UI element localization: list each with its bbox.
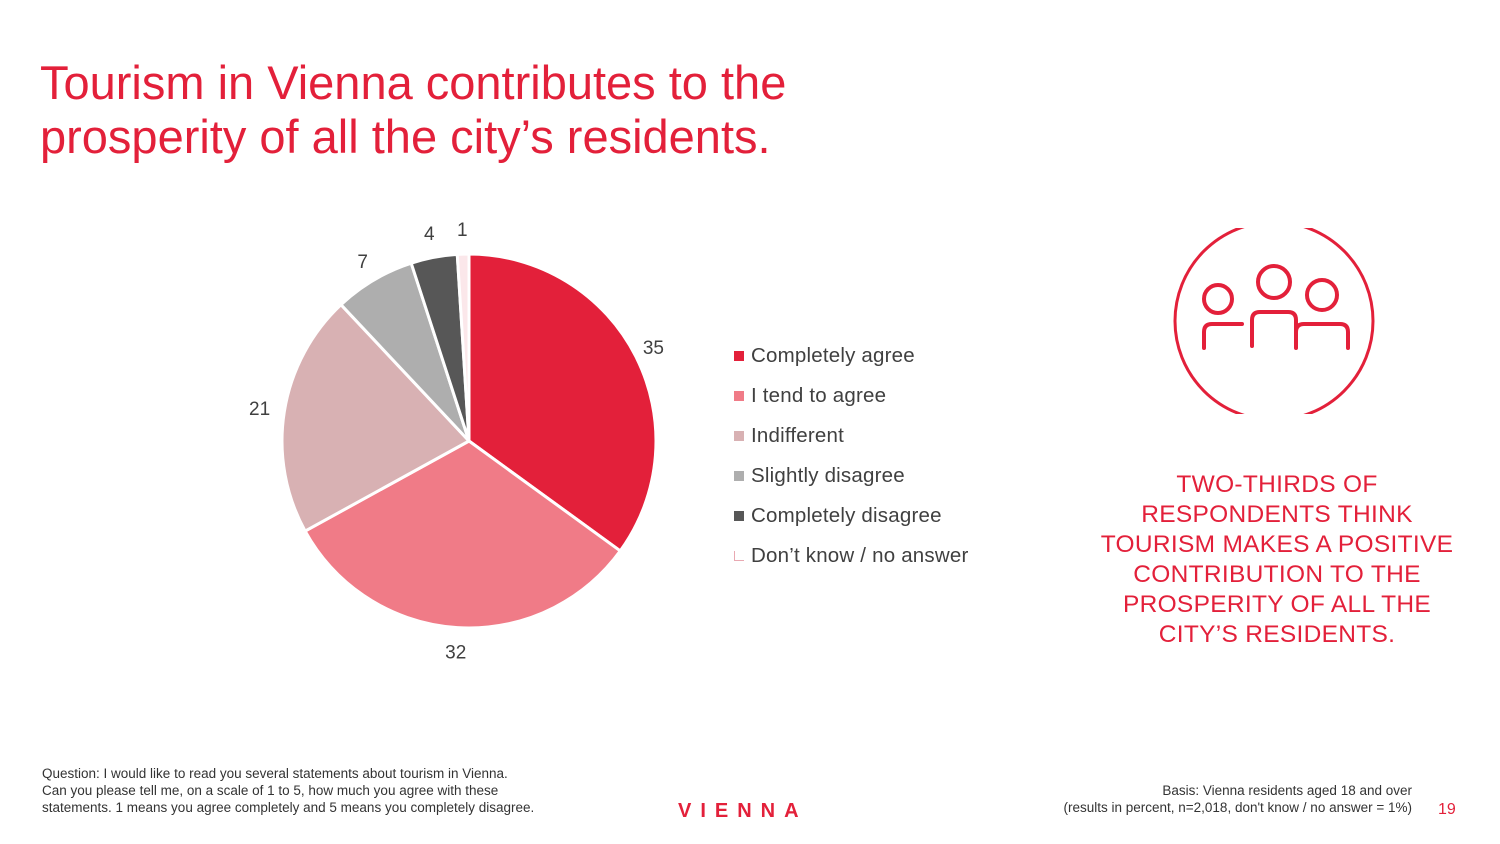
legend-item: I tend to agree [734,376,968,416]
legend-swatch-completely-disagree [734,511,744,521]
key-finding-callout: TWO-THIRDS OF RESPONDENTS THINK TOURISM … [1090,470,1464,650]
pie-slice-indifferent [280,302,472,534]
callout-line: CONTRIBUTION TO THE [1133,561,1421,588]
legend-label: Completely agree [751,344,915,367]
callout-line: CITY’S RESIDENTS. [1158,621,1396,648]
pie-data-label: 32 [445,643,466,664]
chart-legend: Completely agree I tend to agree Indiffe… [734,336,968,576]
pie-data-label: 7 [357,252,368,273]
legend-swatch-completely-agree [734,351,744,361]
pie-data-label: 4 [424,224,435,245]
legend-label: I tend to agree [751,384,887,407]
footnote-line: Basis: Vienna residents aged 18 and over [1162,783,1412,798]
legend-item: Completely disagree [734,496,968,536]
footnote-line: Question: I would like to read you sever… [42,766,508,781]
pie-slice-completely-agree [467,252,658,554]
title-line-1: Tourism in Vienna contributes to the [40,56,787,109]
page-title: Tourism in Vienna contributes to the pro… [40,56,1040,164]
pie-slice-don-t-know-no-answer [455,252,471,442]
pie-data-label: 35 [643,338,664,359]
title-line-2: prosperity of all the city’s residents. [40,110,771,163]
callout-line: TWO-THIRDS OF [1176,471,1378,498]
footnote-line: (results in percent, n=2,018, don't know… [1063,800,1412,815]
legend-label: Completely disagree [751,504,942,527]
vienna-logo: VIENNA [678,800,808,822]
footnote-line: Can you please tell me, on a scale of 1 … [42,783,499,798]
pie-data-label: 21 [249,399,270,420]
callout-line: TOURISM MAKES A POSITIVE [1100,531,1454,558]
legend-label: Don’t know / no answer [751,544,969,567]
legend-item: Completely agree [734,336,968,376]
callout-line: PROSPERITY OF ALL THE [1122,591,1432,618]
pie-slice-i-tend-to-agree [303,439,623,630]
legend-swatch-tend-to-agree [734,391,744,401]
callout-line: RESPONDENTS THINK [1141,501,1413,528]
legend-swatch-slightly-disagree [734,471,744,481]
legend-label: Indifferent [751,424,844,447]
people-group-icon [1173,228,1375,414]
legend-item: Don’t know / no answer [734,536,968,576]
footnote-line: statements. 1 means you agree completely… [42,800,535,815]
legend-swatch-indifferent [734,431,744,441]
pie-data-label: 1 [457,220,468,241]
legend-label: Slightly disagree [751,464,905,487]
page-number: 19 [1438,801,1456,818]
legend-item: Indifferent [734,416,968,456]
legend-swatch-dont-know [734,551,744,561]
question-footnote: Question: I would like to read you sever… [42,765,642,816]
legend-item: Slightly disagree [734,456,968,496]
basis-footnote: Basis: Vienna residents aged 18 and over… [912,782,1412,816]
